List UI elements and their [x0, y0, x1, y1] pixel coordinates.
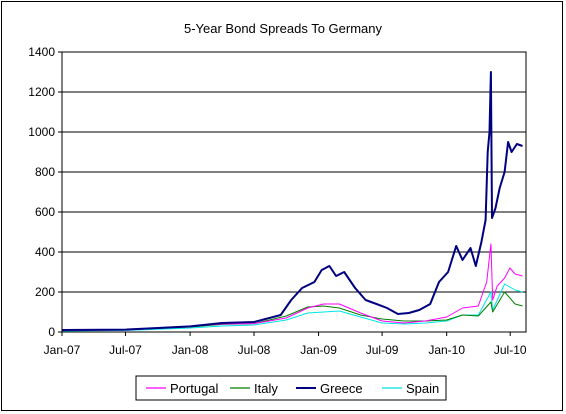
- y-tick-label: 1000: [28, 125, 55, 139]
- x-tick-label: Jul-07: [109, 343, 142, 357]
- legend-label: Italy: [254, 381, 278, 396]
- x-tick-label: Jan-08: [172, 343, 209, 357]
- y-axis-ticks: 0 200 400 600 800 1000 1200 1400: [28, 45, 62, 339]
- series-line-spain: [61, 283, 523, 332]
- x-tick-label: Jan-07: [44, 343, 81, 357]
- chart-title: 5-Year Bond Spreads To Germany: [184, 21, 383, 36]
- x-tick-label: Jul-10: [494, 343, 527, 357]
- series-lines: [61, 71, 523, 332]
- gridlines: [62, 51, 526, 293]
- x-tick-label: Jul-08: [238, 343, 271, 357]
- legend-label: Portugal: [170, 381, 219, 396]
- y-tick-label: 400: [35, 245, 55, 259]
- legend-label: Spain: [406, 381, 439, 396]
- x-tick-label: Jan-10: [428, 343, 465, 357]
- y-tick-label: 0: [48, 325, 55, 339]
- x-tick-label: Jul-09: [366, 343, 399, 357]
- series-line-greece: [61, 71, 523, 331]
- y-tick-label: 1200: [28, 85, 55, 99]
- legend: Portugal Italy Greece Spain: [135, 375, 447, 401]
- y-tick-label: 600: [35, 205, 55, 219]
- y-tick-label: 800: [35, 165, 55, 179]
- y-tick-label: 200: [35, 285, 55, 299]
- legend-label: Greece: [320, 381, 363, 396]
- y-tick-label: 1400: [28, 45, 55, 59]
- plot-area-border: [61, 51, 527, 333]
- x-tick-label: Jan-09: [300, 343, 337, 357]
- x-axis-ticks: Jan-07 Jul-07 Jan-08 Jul-08 Jan-09 Jul-09 Jan-…: [44, 332, 527, 357]
